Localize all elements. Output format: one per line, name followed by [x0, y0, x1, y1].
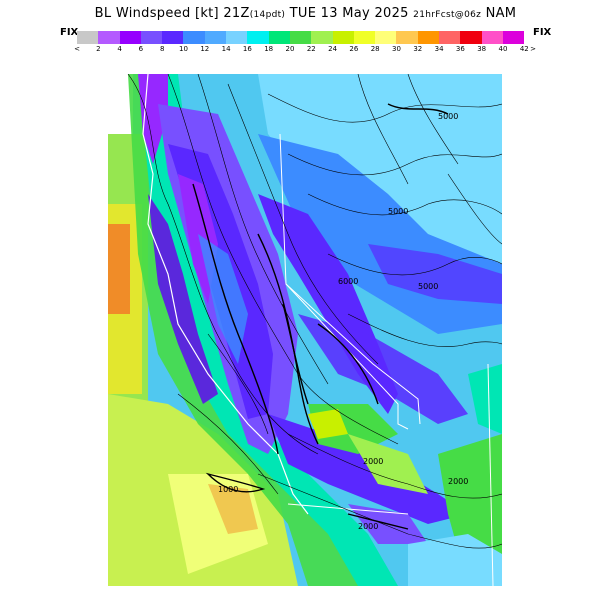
- southern-ocean-orange: [208, 484, 258, 534]
- color-swatch: [311, 31, 333, 44]
- fix-left-label: FIX: [60, 27, 79, 38]
- color-swatch: [289, 31, 312, 44]
- desert-yellow-1: [308, 409, 348, 439]
- scale-tick-label: 16: [242, 45, 252, 53]
- ca-az-border: [285, 283, 421, 425]
- color-scale-ticks: < > 2 4 6 8 10 12 14 16 18 20 22 24 26 28 30 32 34 36 38 40…: [70, 45, 540, 57]
- color-scale-bar: [77, 31, 525, 44]
- thin-contours: [127, 74, 502, 549]
- coastline: [142, 74, 309, 515]
- contour-label: 2000: [358, 522, 378, 531]
- owens-purple: [298, 314, 468, 424]
- color-swatch: [353, 31, 376, 44]
- coastal-range-purple: [148, 194, 218, 404]
- contour-label: 2000: [448, 477, 468, 486]
- scale-tick-label: 26: [349, 45, 359, 53]
- scale-tick-label: 40: [498, 45, 508, 53]
- title-date: TUE 13 May 2025: [285, 6, 414, 21]
- ocean-orange-core: [108, 224, 130, 314]
- color-swatch: [396, 31, 418, 44]
- thick-contours: [192, 103, 449, 530]
- color-swatch: [502, 31, 525, 44]
- contour-label: 5000: [388, 207, 408, 216]
- contour-label: 1000: [218, 485, 238, 494]
- contour-label: 5000: [438, 112, 458, 121]
- map-corner: [108, 74, 133, 134]
- title-forecast: 21hrFcst@06z: [413, 10, 482, 20]
- color-swatch: [439, 31, 461, 44]
- north-coast-purple: [138, 74, 168, 164]
- az-state-line: [487, 363, 494, 586]
- color-swatch: [204, 31, 227, 44]
- color-swatch: [183, 31, 205, 44]
- scale-tick-label: 4: [117, 45, 122, 53]
- mexico-border: [287, 503, 409, 515]
- scale-tick-label: 6: [138, 45, 144, 53]
- desert-green-2: [348, 434, 428, 494]
- fix-right-label: FIX: [533, 27, 552, 38]
- scale-tick-label: 8: [159, 45, 165, 53]
- scale-tick-label: 36: [455, 45, 465, 53]
- color-swatch: [77, 31, 99, 44]
- color-swatch: [226, 31, 248, 44]
- tick-over-label: >: [530, 45, 536, 53]
- scale-tick-label: 10: [179, 45, 188, 53]
- contour-label: 6000: [338, 277, 358, 286]
- wind-map: 5000 5000 6000 5000 2000 2000 2000 1000: [108, 74, 502, 586]
- color-swatch: [460, 31, 482, 44]
- color-swatch: [417, 31, 440, 44]
- scale-tick-label: 32: [413, 45, 423, 53]
- title-model: NAM: [481, 6, 517, 21]
- title-main: BL Windspeed [kt] 21Z: [94, 6, 250, 21]
- color-swatch: [332, 31, 354, 44]
- color-swatch: [268, 31, 290, 44]
- color-swatch: [375, 31, 397, 44]
- southeast-cyan: [408, 534, 502, 586]
- tick-under-label: <: [74, 45, 80, 53]
- scale-tick-label: 30: [392, 45, 401, 53]
- scale-tick-label: 42: [519, 45, 529, 53]
- color-swatch: [481, 31, 503, 44]
- color-swatch: [98, 31, 120, 44]
- color-swatch: [119, 31, 141, 44]
- scale-tick-label: 20: [285, 45, 295, 53]
- nevada-violet-band: [368, 244, 502, 304]
- color-swatch: [247, 31, 269, 44]
- scale-tick-label: 34: [434, 45, 444, 53]
- color-swatch: [140, 31, 163, 44]
- scale-tick-label: 18: [264, 45, 274, 53]
- valley-blue-core: [198, 234, 248, 364]
- arizona-teal: [468, 364, 502, 434]
- contour-label: 5000: [418, 282, 438, 291]
- scale-tick-label: 14: [221, 45, 231, 53]
- contour-label: 2000: [363, 457, 383, 466]
- scale-tick-label: 38: [477, 45, 487, 53]
- chart-title: BL Windspeed [kt] 21Z(14pdt) TUE 13 May …: [0, 6, 611, 21]
- title-local-time: (14pdt): [249, 10, 286, 20]
- northeast-region: [258, 74, 502, 274]
- ca-nv-border: [279, 133, 409, 430]
- color-swatch: [162, 31, 184, 44]
- scale-tick-label: 24: [328, 45, 338, 53]
- scale-tick-label: 28: [370, 45, 380, 53]
- scale-tick-label: 2: [96, 45, 101, 53]
- scale-tick-label: 22: [306, 45, 316, 53]
- scale-tick-label: 12: [200, 45, 210, 53]
